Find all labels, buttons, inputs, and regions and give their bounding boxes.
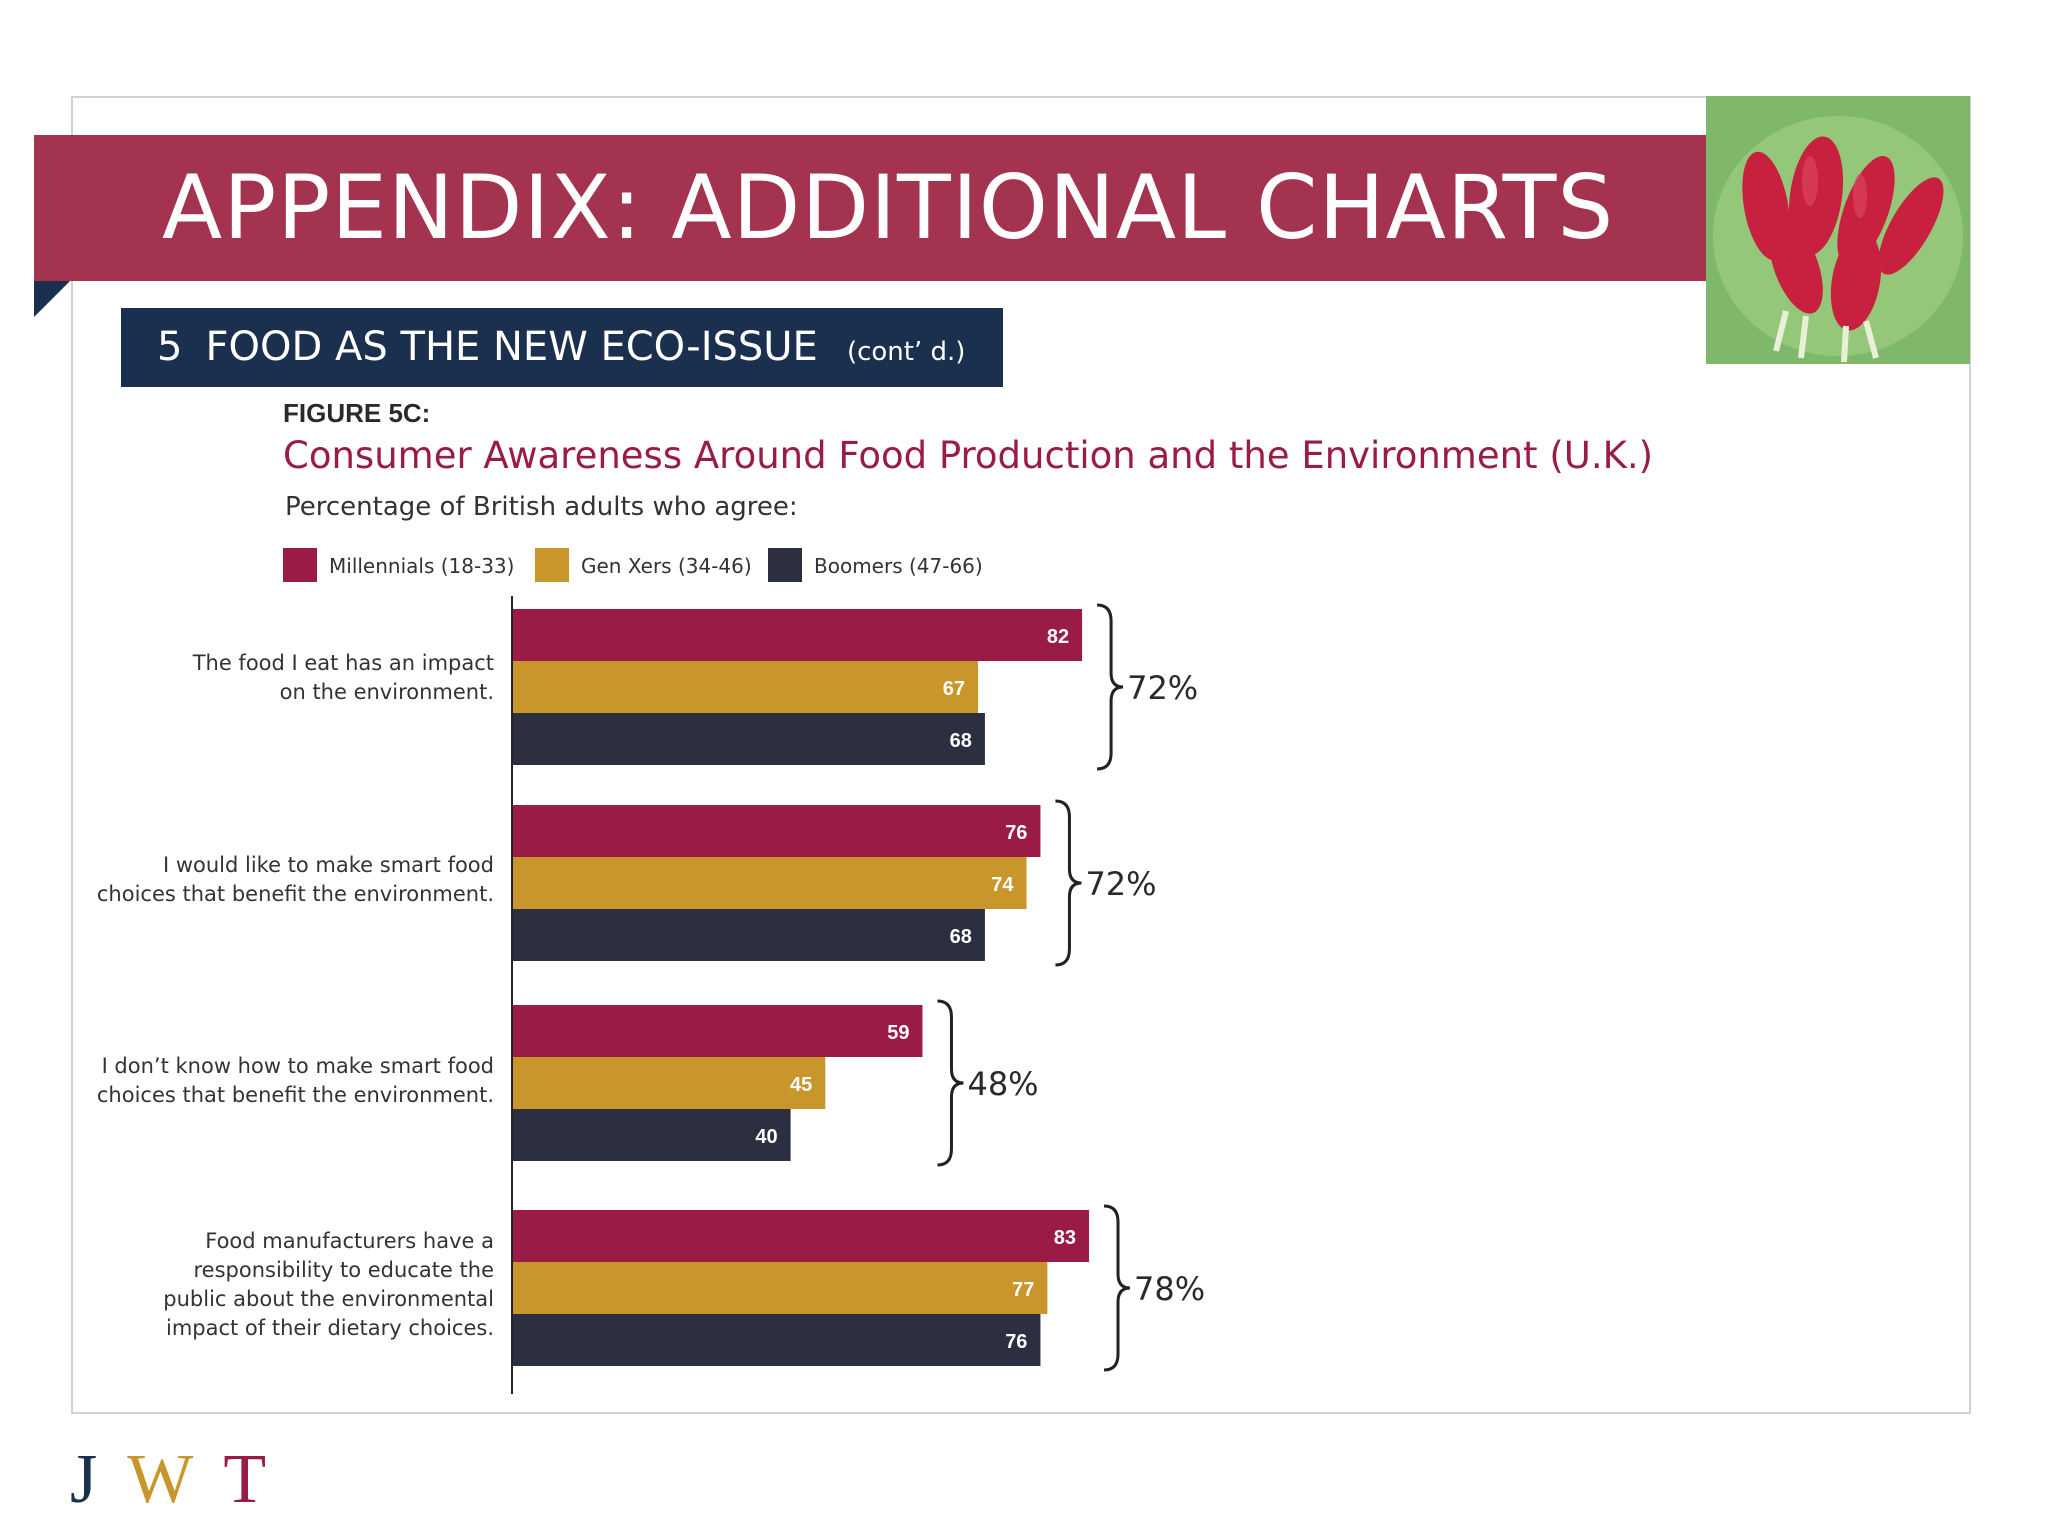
category-label: Food manufacturers have a <box>205 1229 494 1253</box>
category-label: public about the environmental <box>163 1287 494 1311</box>
bar <box>513 1109 791 1161</box>
group-brace <box>1096 603 1124 771</box>
section-title: FOOD AS THE NEW ECO-ISSUE <box>205 324 818 370</box>
group-brace <box>937 999 964 1167</box>
bar <box>513 1057 826 1109</box>
category-label: choices that benefit the environment. <box>97 882 494 906</box>
jwt-logo: JWT <box>70 1440 296 1520</box>
group-brace <box>1103 1204 1131 1372</box>
bar-value-label: 76 <box>1005 1331 1027 1353</box>
category-label: choices that benefit the environment. <box>97 1083 494 1107</box>
bar-value-label: 68 <box>950 926 972 948</box>
legend-label: Boomers (47-66) <box>814 554 983 578</box>
section-continued: (cont’ d.) <box>846 337 966 367</box>
bar-value-label: 74 <box>991 874 1014 896</box>
section-number: 5 <box>157 324 183 370</box>
group-total-label: 78% <box>1134 1270 1205 1308</box>
logo-letter-t: T <box>223 1441 297 1518</box>
bar <box>513 661 978 713</box>
chart-title: Consumer Awareness Around Food Productio… <box>283 434 1653 477</box>
bar <box>513 713 985 765</box>
category-label: responsibility to educate the <box>194 1258 495 1282</box>
bar <box>513 1262 1048 1314</box>
group-total-label: 72% <box>1085 865 1156 903</box>
section-bar: 5 FOOD AS THE NEW ECO-ISSUE (cont’ d.) <box>121 308 1003 387</box>
group-total-label: 72% <box>1127 669 1198 707</box>
title-banner <box>34 135 1706 281</box>
figure-label: FIGURE 5C: <box>283 398 430 428</box>
chart-subtitle: Percentage of British adults who agree: <box>285 492 798 522</box>
bar <box>513 1005 923 1057</box>
logo-letter-j: J <box>70 1441 128 1518</box>
category-label: The food I eat has an impact <box>192 651 494 675</box>
bar-value-label: 59 <box>887 1022 909 1044</box>
bar <box>513 1210 1090 1262</box>
bar <box>513 609 1083 661</box>
bar <box>513 909 985 961</box>
legend: Millennials (18-33) Gen Xers (34-46) Boome… <box>283 548 983 582</box>
bar-value-label: 45 <box>790 1074 812 1096</box>
slide-title: APPENDIX: ADDITIONAL CHARTS <box>162 156 1615 259</box>
chart: FIGURE 5C: Consumer Awareness Around Foo… <box>97 398 1653 1394</box>
legend-label: Millennials (18-33) <box>329 554 514 578</box>
bar-value-label: 77 <box>1012 1279 1034 1301</box>
legend-label: Gen Xers (34-46) <box>581 554 752 578</box>
bar-value-label: 83 <box>1054 1227 1076 1249</box>
category-label: I would like to make smart food <box>163 853 494 877</box>
bar-value-label: 76 <box>1005 822 1027 844</box>
legend-swatch <box>535 548 569 582</box>
bar-value-label: 68 <box>950 730 972 752</box>
bar-value-label: 40 <box>755 1126 777 1148</box>
legend-swatch <box>283 548 317 582</box>
group-total-label: 48% <box>967 1065 1038 1103</box>
radish-photo <box>1706 96 1970 364</box>
group-brace <box>1055 799 1082 967</box>
bar <box>513 805 1041 857</box>
bar-value-label: 67 <box>943 678 965 700</box>
logo-letter-w: W <box>127 1441 224 1518</box>
bar <box>513 1314 1041 1366</box>
category-label: impact of their dietary choices. <box>166 1316 494 1340</box>
bar-value-label: 82 <box>1047 626 1069 648</box>
bar <box>513 857 1027 909</box>
category-label: I don’t know how to make smart food <box>102 1054 494 1078</box>
legend-swatch <box>768 548 802 582</box>
plot-area: The food I eat has an impact on the envir… <box>97 596 1205 1394</box>
category-label: on the environment. <box>280 680 494 704</box>
